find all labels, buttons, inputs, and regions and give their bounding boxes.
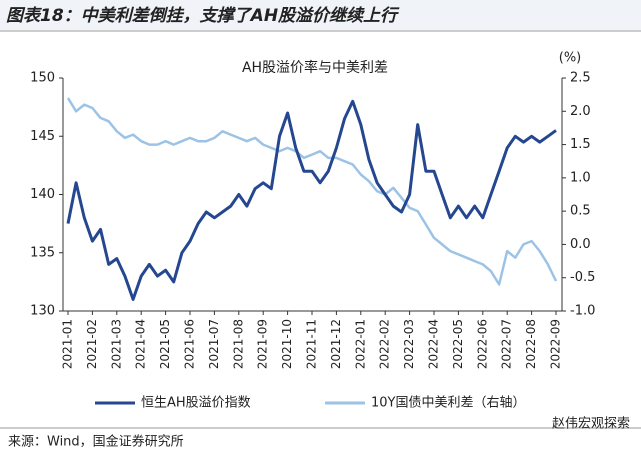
x-tick-label: 2022-05: [451, 319, 465, 369]
x-tick-label: 2021-05: [158, 319, 172, 369]
x-tick-label: 2021-11: [305, 319, 319, 369]
x-tick-label: 2021-04: [134, 319, 148, 369]
chart-subtitle: AH股溢价率与中美利差: [242, 59, 388, 76]
y2-tick-label: 0.5: [570, 204, 591, 219]
x-tick-label: 2022-04: [427, 319, 441, 369]
watermark: 赵伟宏观探索: [552, 417, 630, 432]
x-tick-label: 2022-06: [475, 319, 489, 369]
y-tick-label: 150: [30, 71, 55, 86]
y-tick-label: 130: [30, 304, 55, 319]
y2-tick-label: -0.5: [570, 270, 595, 285]
x-tick-label: 2022-07: [500, 319, 514, 369]
source: 来源：Wind，国金证券研究所: [8, 434, 184, 450]
x-tick-label: 2022-09: [549, 319, 563, 369]
x-tick-label: 2021-01: [61, 319, 75, 369]
x-tick-label: 2021-06: [183, 319, 197, 369]
x-tick-label: 2022-01: [353, 319, 367, 369]
header-bg: [0, 0, 641, 30]
y-tick-label: 140: [30, 187, 55, 202]
y2-tick-label: 0.0: [570, 237, 591, 252]
x-tick-label: 2021-09: [256, 319, 270, 369]
y2-tick-label: 1.0: [570, 170, 591, 185]
y2-tick-label: 2.5: [570, 71, 591, 86]
series-line: [66, 97, 558, 286]
legend-label: 10Y国债中美利差（右轴）: [371, 396, 525, 411]
x-tick-label: 2021-10: [280, 319, 294, 369]
chart-title: 图表18：中美利差倒挂，支撑了AH股溢价继续上行: [6, 6, 400, 26]
x-tick-label: 2022-03: [402, 319, 416, 369]
y2-tick-label: 2.0: [570, 104, 591, 119]
x-tick-label: 2021-02: [85, 319, 99, 369]
x-tick-label: 2022-02: [378, 319, 392, 369]
y2-axis-label: (%): [559, 51, 582, 66]
y2-tick-label: -1.0: [570, 304, 595, 319]
y-tick-label: 135: [30, 245, 55, 260]
x-tick-label: 2022-08: [524, 319, 538, 369]
y-tick-label: 145: [30, 129, 55, 144]
series-line: [66, 99, 557, 301]
legend-label: 恒生AH股溢价指数: [141, 396, 251, 411]
x-tick-label: 2021-03: [109, 319, 123, 369]
x-tick-label: 2021-12: [329, 319, 343, 369]
x-tick-label: 2021-07: [207, 319, 221, 369]
y2-tick-label: 1.5: [570, 137, 591, 152]
x-tick-label: 2021-08: [231, 319, 245, 369]
